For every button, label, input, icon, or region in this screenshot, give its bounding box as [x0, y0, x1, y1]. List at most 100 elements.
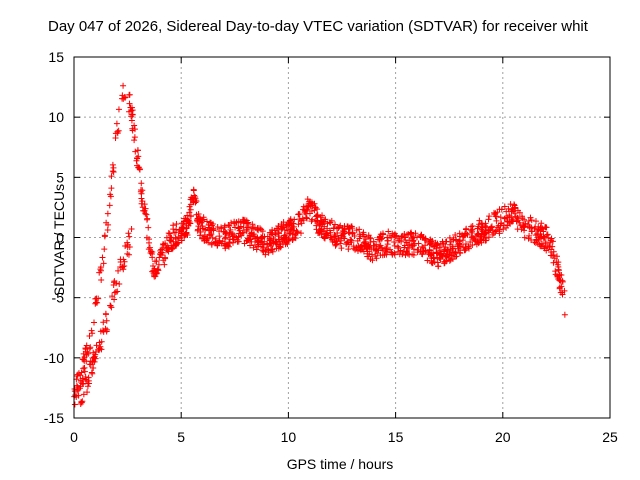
data-point — [232, 224, 239, 231]
data-point — [253, 235, 260, 242]
data-point — [267, 237, 274, 244]
data-point — [438, 252, 445, 259]
data-point — [173, 226, 180, 233]
data-point — [504, 222, 511, 229]
data-point — [207, 219, 214, 226]
data-point — [259, 228, 266, 235]
data-point — [146, 244, 153, 251]
data-point — [84, 389, 91, 396]
data-point — [403, 239, 410, 246]
data-point — [269, 246, 276, 253]
data-point — [134, 162, 141, 169]
data-point — [86, 332, 93, 339]
data-point — [111, 289, 118, 296]
data-point — [190, 186, 197, 193]
data-point — [314, 217, 321, 224]
data-point — [160, 240, 167, 247]
data-point — [188, 196, 195, 203]
data-point — [485, 216, 492, 223]
data-point — [131, 134, 138, 141]
data-point — [443, 254, 450, 261]
data-point — [401, 244, 408, 251]
data-point — [441, 246, 448, 253]
data-point — [93, 342, 100, 349]
data-point — [273, 238, 280, 245]
data-point — [138, 180, 145, 187]
data-point — [528, 217, 535, 224]
data-point — [557, 289, 564, 296]
data-point — [277, 241, 284, 248]
data-point — [139, 198, 146, 205]
data-point — [172, 242, 179, 249]
data-point — [431, 243, 438, 250]
data-point — [96, 339, 103, 346]
data-point — [265, 249, 272, 256]
data-point — [399, 251, 406, 258]
data-point — [380, 247, 387, 254]
data-point — [252, 242, 259, 249]
data-point — [115, 127, 122, 134]
data-point — [278, 234, 285, 241]
data-point — [525, 217, 532, 224]
data-point — [354, 247, 361, 254]
data-point — [109, 161, 116, 168]
data-point — [74, 384, 81, 391]
data-point — [329, 238, 336, 245]
data-point — [461, 247, 468, 254]
data-point — [514, 207, 521, 214]
data-point — [275, 245, 282, 252]
data-point — [371, 242, 378, 249]
data-point — [485, 234, 492, 241]
data-point — [145, 246, 152, 253]
data-point — [303, 214, 310, 221]
data-point — [479, 227, 486, 234]
data-point — [332, 221, 339, 228]
data-point — [170, 222, 177, 229]
data-point — [531, 239, 538, 246]
data-point — [104, 210, 111, 217]
data-point — [506, 213, 513, 220]
data-point — [194, 217, 201, 224]
plot-frame — [73, 56, 611, 419]
data-point — [518, 213, 525, 220]
data-point — [81, 357, 88, 364]
data-point — [108, 185, 115, 192]
data-point — [114, 288, 121, 295]
data-point — [414, 249, 421, 256]
data-point — [309, 216, 316, 223]
data-point — [398, 238, 405, 245]
data-point — [554, 261, 561, 268]
data-point — [186, 209, 193, 216]
y-tick-label: -5 — [52, 290, 65, 306]
data-point — [411, 240, 418, 247]
data-point — [82, 348, 89, 355]
data-series-sdtvar — [71, 82, 568, 408]
data-point — [112, 134, 119, 141]
data-point — [521, 224, 528, 231]
data-point — [527, 214, 534, 221]
data-point — [255, 225, 262, 232]
data-point — [508, 218, 515, 225]
data-point — [128, 113, 135, 120]
data-point — [439, 238, 446, 245]
data-point — [124, 250, 131, 257]
data-point — [90, 349, 97, 356]
data-point — [489, 227, 496, 234]
data-point — [496, 230, 503, 237]
data-point — [543, 247, 550, 254]
data-point — [78, 399, 85, 406]
data-point — [393, 232, 400, 239]
x-tick-label: 20 — [495, 429, 511, 445]
data-point — [132, 148, 139, 155]
data-point — [349, 229, 356, 236]
data-point — [474, 231, 481, 238]
data-point — [280, 219, 287, 226]
data-point — [293, 228, 300, 235]
data-point — [438, 251, 445, 258]
data-point — [145, 224, 152, 231]
data-point — [122, 242, 129, 249]
data-point — [279, 240, 286, 247]
data-point — [332, 242, 339, 249]
data-point — [105, 221, 112, 228]
data-point — [350, 245, 357, 252]
